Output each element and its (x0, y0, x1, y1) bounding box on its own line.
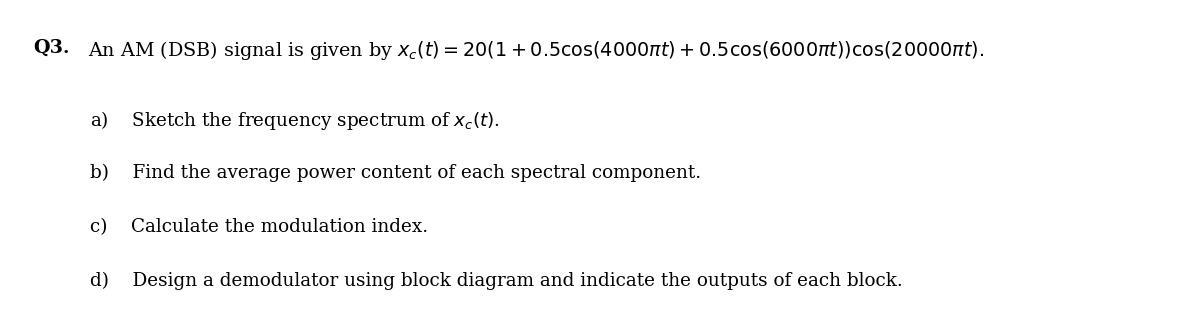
Text: c)    Calculate the modulation index.: c) Calculate the modulation index. (90, 218, 428, 236)
Text: An AM (DSB) signal is given by $x_c(t) = 20(1 + 0.5\cos(4000\pi t) + 0.5\cos(600: An AM (DSB) signal is given by $x_c(t) =… (82, 39, 984, 62)
Text: Q3.: Q3. (34, 39, 70, 57)
Text: a)    Sketch the frequency spectrum of $x_c(t)$.: a) Sketch the frequency spectrum of $x_c… (90, 109, 500, 132)
Text: d)    Design a demodulator using block diagram and indicate the outputs of each : d) Design a demodulator using block diag… (90, 272, 902, 290)
Text: b)    Find the average power content of each spectral component.: b) Find the average power content of eac… (90, 164, 701, 182)
